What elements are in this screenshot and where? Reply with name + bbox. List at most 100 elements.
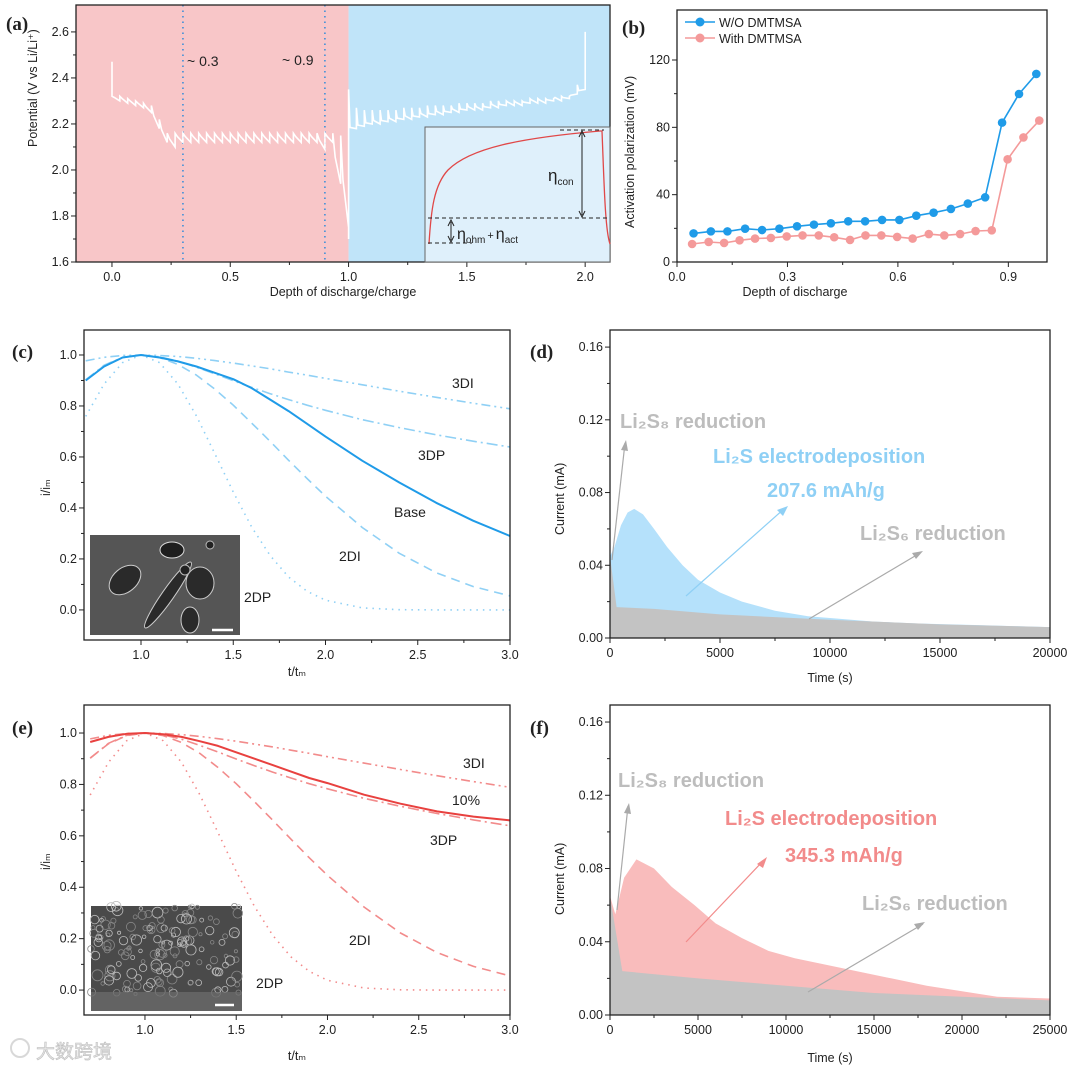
x-tick-label: 15000: [857, 1023, 892, 1037]
plot-frame: [609, 329, 1051, 639]
panel-label: (b): [622, 18, 645, 39]
label-10pct: 10%: [452, 792, 480, 808]
label-Base: Base: [394, 504, 426, 520]
sem-grain: [187, 926, 198, 938]
x-tick-label: 25000: [1033, 1023, 1068, 1037]
y-axis-title: i/iₘ: [39, 853, 53, 870]
data-point: [766, 233, 776, 243]
sem-grain: [132, 914, 138, 920]
data-point: [939, 231, 949, 240]
sem-grain: [161, 939, 173, 951]
sem-grain: [171, 904, 178, 912]
x-tick-label: 1.0: [340, 270, 357, 284]
sem-grain: [184, 960, 190, 967]
sem-grain: [209, 955, 219, 965]
y-tick-label: 0.16: [579, 715, 603, 729]
annotation-0.9: ~ 0.9: [282, 52, 314, 68]
panel-f: 0 5000 10000 15000 20000 25000 0.00 0.04 0.08 0.1…: [530, 704, 1068, 1065]
inset-polarization-schematic: ηcon ηohm + ηact: [424, 126, 611, 263]
annotation-capacity: 345.3 mAh/g: [785, 845, 903, 867]
panel-e: 1.0 1.5 2.0 2.5 3.0 0.0 0.2 0.4 0.6 0.8 1.0 i/iₘ t…: [12, 704, 519, 1063]
x-tick-label: 0.0: [103, 270, 120, 284]
sem-grain: [195, 979, 203, 986]
x-axis-title: Depth of discharge/charge: [270, 285, 417, 299]
sem-grain: [168, 927, 176, 934]
data-point: [757, 225, 767, 235]
y-tick-label: 0.6: [60, 829, 77, 843]
sem-grain: [187, 980, 194, 986]
data-point: [1003, 155, 1012, 164]
sem-grain: [212, 967, 222, 977]
annotation-li2s: Li₂S electrodeposition: [725, 808, 937, 830]
data-point: [946, 204, 956, 214]
y-tick-label: 0.2: [60, 552, 77, 566]
sem-grain: [139, 963, 148, 973]
sem-grain: [140, 959, 146, 964]
data-point: [924, 229, 934, 239]
annotation-arrows: [616, 803, 925, 993]
y-tick-label: 0.2: [60, 932, 77, 946]
data-point: [723, 227, 732, 236]
sem-image-inset: [90, 535, 240, 635]
sem-grain: [117, 930, 122, 935]
y-tick-label: 1.8: [52, 209, 69, 223]
x-tick-label: 0.5: [222, 270, 239, 284]
sem-grain: [150, 959, 163, 971]
data-point: [955, 229, 965, 239]
y-axis-title: Potential (V vs Li/Li⁺): [26, 29, 40, 147]
panel-b: 0.0 0.3 0.6 0.9 0 40 80 120 Activation polariza…: [622, 9, 1048, 299]
data-point: [980, 193, 990, 202]
x-tick-label: 2.0: [317, 648, 334, 662]
data-point: [987, 226, 997, 235]
y-tick-label: 2.6: [52, 25, 69, 39]
annotation-0.3: ~ 0.3: [187, 53, 219, 69]
sem-grain: [101, 941, 112, 951]
legend-marker: [695, 33, 705, 43]
sem-grain: [146, 978, 156, 988]
sem-grain: [116, 961, 122, 967]
sem-grain: [168, 986, 174, 992]
plot-frame: [676, 9, 1048, 263]
sem-grain: [106, 902, 117, 912]
sem-grain: [198, 932, 203, 937]
sem-grain: [189, 903, 195, 909]
data-point: [826, 218, 836, 228]
x-axis-title: Time (s): [807, 671, 852, 685]
sem-grain: [126, 946, 131, 951]
y-tick-label: 0.04: [579, 558, 603, 572]
x-tick-label: 0.3: [779, 270, 796, 284]
sem-grain: [180, 940, 188, 948]
sem-grain: [120, 951, 130, 961]
sem-grain: [126, 968, 138, 979]
curve-10%: [89, 732, 511, 822]
sem-grain: [194, 904, 200, 910]
x-axis-title: Time (s): [807, 1051, 852, 1065]
data-point: [908, 234, 917, 243]
sem-grain: [161, 940, 166, 945]
y-tick-label: 0.4: [60, 501, 77, 515]
sem-grain: [153, 935, 162, 944]
x-tick-label: 2.0: [319, 1023, 336, 1037]
sem-grain: [206, 964, 212, 970]
y-tick-label: 40: [656, 188, 670, 202]
sem-grain: [142, 925, 149, 931]
data-point: [912, 211, 921, 221]
data-point: [689, 229, 698, 238]
plot-frame: [83, 329, 511, 641]
sem-grain: [155, 967, 163, 975]
y-axis-title: Current (mA): [553, 843, 567, 915]
x-tick-label: 20000: [1033, 646, 1068, 660]
gitt-voltage-curve: [111, 31, 587, 239]
data-point: [740, 224, 750, 233]
data-point: [877, 231, 886, 240]
sem-grain: [144, 910, 153, 919]
y-axis-title: Activation polarization (mV): [623, 76, 637, 228]
y-axis-title: Current (mA): [553, 463, 567, 535]
x-tick-label: 5000: [706, 646, 734, 660]
sem-grain: [138, 948, 143, 954]
x-tick-label: 10000: [813, 646, 848, 660]
sem-grain: [232, 908, 244, 919]
sem-grain: [181, 935, 193, 947]
sem-grain: [162, 907, 169, 914]
